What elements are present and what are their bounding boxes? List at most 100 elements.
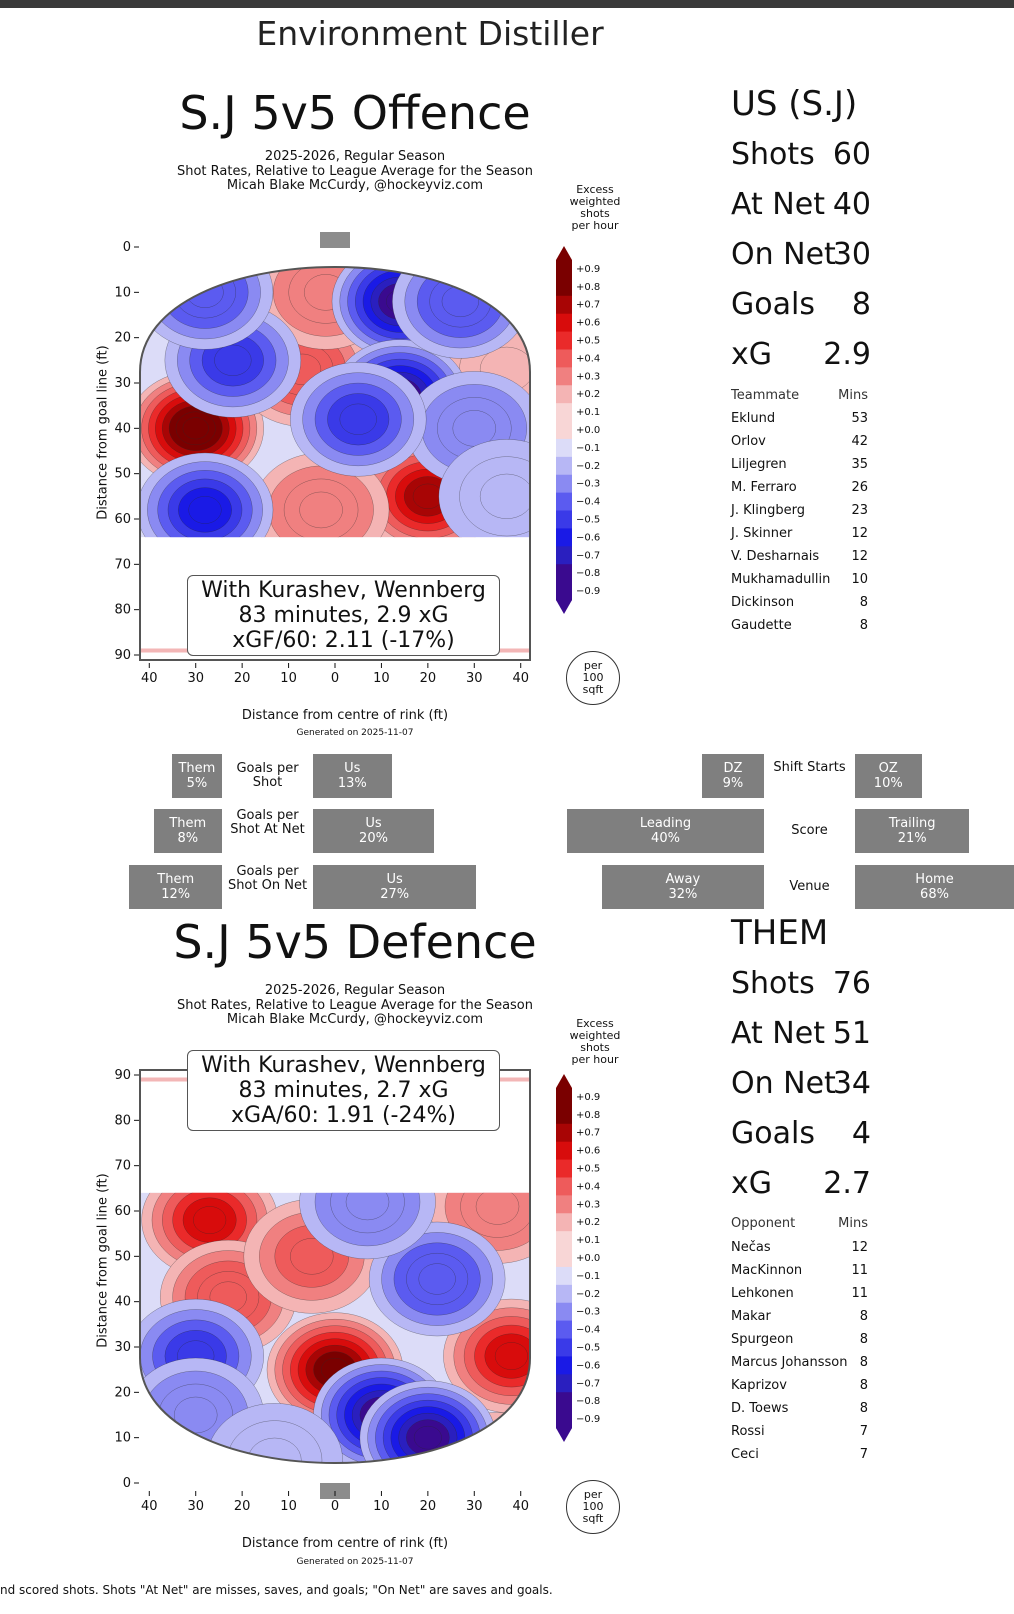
colorbar-tick-label: −0.5 — [576, 514, 600, 525]
colorbar-tick-label: +0.9 — [576, 1092, 600, 1103]
player-mins: 8 — [859, 1401, 868, 1416]
colorbar-tick-label: +0.6 — [576, 318, 600, 329]
colorbar-segment — [556, 1105, 572, 1125]
player-mins: 8 — [859, 618, 868, 633]
infobox-line: 83 minutes, 2.7 xG — [238, 1078, 449, 1103]
player-name: M. Ferraro — [731, 480, 797, 495]
y-tick-label: 90 — [114, 1068, 131, 1083]
y-tick-label: 30 — [114, 1340, 131, 1355]
colorbar-segment — [556, 492, 572, 512]
y-tick-label: 10 — [114, 1431, 131, 1446]
stat-value: 76 — [832, 966, 871, 1001]
colorbar-segment — [556, 1213, 572, 1232]
cb-title-line: per hour — [571, 219, 619, 232]
cold-spot — [299, 1192, 436, 1260]
defence-heatmap: 90 80 70 60 50 40 30 20 10 0 40 30 20 10 0 10 20 30 40 +0.9… — [114, 1068, 600, 1514]
rink-boards — [139, 266, 531, 661]
player-mins: 35 — [851, 457, 868, 472]
bar-name: Them — [178, 761, 216, 776]
stat-value: 8 — [851, 287, 871, 322]
y-tick-label: 20 — [114, 331, 131, 346]
bar-name: Us — [344, 761, 361, 776]
colorbar-tick-label: +0.9 — [576, 264, 600, 275]
colorbar-tick-label: +0.0 — [576, 1253, 600, 1264]
stat-label: At Net — [731, 187, 825, 222]
bar-name: Home — [915, 872, 954, 887]
bar-name: DZ — [723, 761, 743, 776]
player-name: Orlov — [731, 434, 766, 449]
x-tick-label: 40 — [141, 671, 158, 686]
colorbar-segment — [556, 528, 572, 547]
colorbar-segment — [556, 1177, 572, 1196]
colorbar-tick-label: −0.2 — [576, 461, 600, 472]
stat-label: On Net — [731, 237, 836, 272]
colorbar-segment — [556, 331, 572, 350]
colorbar-tick-label: +0.3 — [576, 1199, 600, 1210]
left-bar-score: Leading 40% — [567, 809, 764, 853]
cold-spot — [392, 267, 529, 359]
x-tick-label: 40 — [141, 1499, 158, 1514]
defence-infobox: With Kurashev, Wennberg 83 minutes, 2.7 … — [187, 1050, 500, 1131]
cb-title-line: Excess — [576, 183, 614, 196]
colorbar-tick-label: −0.9 — [576, 1414, 600, 1425]
bar-label-score: Score — [791, 823, 828, 838]
defence-subtitle-season: 2025-2026, Regular Season — [264, 983, 446, 998]
cb-title-line: per hour — [571, 1053, 619, 1066]
defence-per-sqft: per 100 sqft — [566, 1480, 620, 1534]
x-tick-label: 30 — [466, 1499, 483, 1514]
player-name: D. Toews — [731, 1401, 789, 1416]
player-mins: 42 — [851, 434, 868, 449]
colorbar-segment — [556, 313, 572, 333]
bar-value: 9% — [722, 776, 744, 791]
stat-label: On Net — [731, 1066, 836, 1101]
y-tick-label: 40 — [114, 1295, 131, 1310]
stat-label: xG — [731, 337, 773, 372]
us-bar-goals_per_shot_at_net: Us 20% — [313, 809, 434, 853]
colorbar-tick-label: −0.3 — [576, 1307, 600, 1318]
colorbar-segment — [556, 1266, 572, 1286]
stat-value: 34 — [832, 1066, 871, 1101]
rink-boards — [139, 1069, 531, 1464]
per-line: 100 — [582, 1500, 604, 1513]
left-bar-shift_starts: DZ 9% — [701, 754, 764, 798]
infobox-line: xGF/60: 2.11 (-17%) — [232, 628, 455, 653]
right-bar-shift_starts: OZ 10% — [855, 754, 922, 798]
defence-subtitle: 2025-2026, Regular Season Shot Rates, Re… — [140, 983, 570, 1028]
bar-value: 40% — [651, 831, 680, 846]
bar-value: 32% — [668, 887, 698, 902]
right-bar-score: Trailing 21% — [855, 809, 970, 853]
colorbar-tick-label: +0.1 — [576, 407, 600, 418]
colorbar-tick-label: −0.4 — [576, 1325, 600, 1336]
per-line: 100 — [582, 671, 604, 684]
colorbar-segment — [556, 367, 572, 386]
player-name: J. Klingberg — [731, 503, 805, 518]
stat-value: 51 — [832, 1016, 871, 1051]
colorbar-segment — [556, 1338, 572, 1357]
y-tick-label: 20 — [114, 1385, 131, 1400]
defence-ylabel: Distance from goal line (ft) — [95, 1173, 111, 1348]
offence-subtitle-season: 2025-2026, Regular Season — [264, 149, 446, 164]
defence-colorbar-title: Excess weighted shots per hour — [560, 1018, 630, 1066]
colorbar-segment — [556, 456, 572, 476]
defence-subtitle-desc: Shot Rates, Relative to League Average f… — [176, 997, 534, 1013]
bar-label-goals_per_shot: Goals per Shot — [236, 761, 299, 790]
x-tick-label: 10 — [373, 1499, 390, 1514]
colorbar-tick-label: −0.8 — [576, 568, 600, 579]
player-mins: 10 — [851, 572, 868, 587]
colorbar-tick-label: −0.1 — [576, 1271, 600, 1282]
x-tick-label: 30 — [466, 671, 483, 686]
x-tick-label: 0 — [331, 671, 339, 686]
them-heading: THEM — [731, 913, 829, 953]
colorbar-tick-label: +0.7 — [576, 300, 600, 311]
player-mins: 7 — [859, 1447, 868, 1462]
per-line: sqft — [582, 683, 604, 696]
x-tick-label: 30 — [187, 1499, 204, 1514]
colorbar-tick-label: −0.2 — [576, 1289, 600, 1300]
col-name: Teammate — [731, 388, 800, 403]
colorbar-tick-label: −0.9 — [576, 586, 600, 597]
colorbar-tick-label: +0.5 — [576, 336, 600, 347]
colorbar-tick-label: +0.2 — [576, 1217, 600, 1228]
bar-value: 27% — [380, 887, 410, 902]
colorbar-tick-label: −0.6 — [576, 1360, 600, 1371]
player-mins: 11 — [851, 1286, 868, 1301]
